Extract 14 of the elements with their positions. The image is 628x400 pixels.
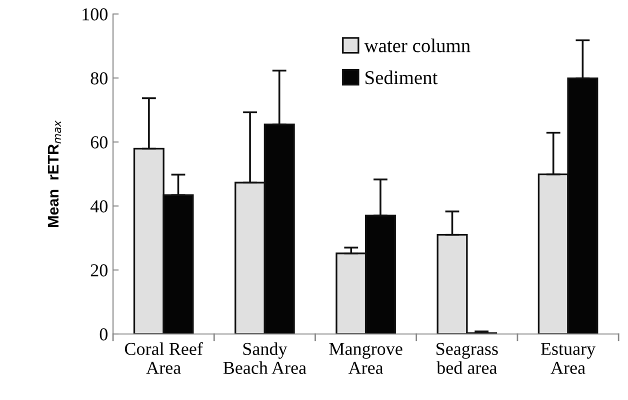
y-tick-label: 60: [90, 136, 108, 148]
x-tick-label: Seagrass bed area: [436, 342, 498, 374]
y-axis-title: Mean rETR$_{max}$: [48, 120, 62, 227]
y-tick-label: 20: [90, 264, 108, 276]
x-tick-label: Sandy Beach Area: [223, 342, 306, 374]
legend-label: Sediment: [366, 70, 438, 84]
x-tick-label: Mangrove Area: [329, 342, 402, 374]
x-tick-label: Coral Reef Area: [124, 342, 203, 374]
y-tick-label: 40: [90, 200, 108, 212]
legend-label: water column: [364, 38, 470, 52]
y-tick-label: 100: [82, 8, 108, 20]
y-tick-label: 0: [100, 328, 108, 340]
x-tick-label: Estuary Area: [540, 342, 596, 374]
y-tick-label: 80: [90, 72, 108, 84]
